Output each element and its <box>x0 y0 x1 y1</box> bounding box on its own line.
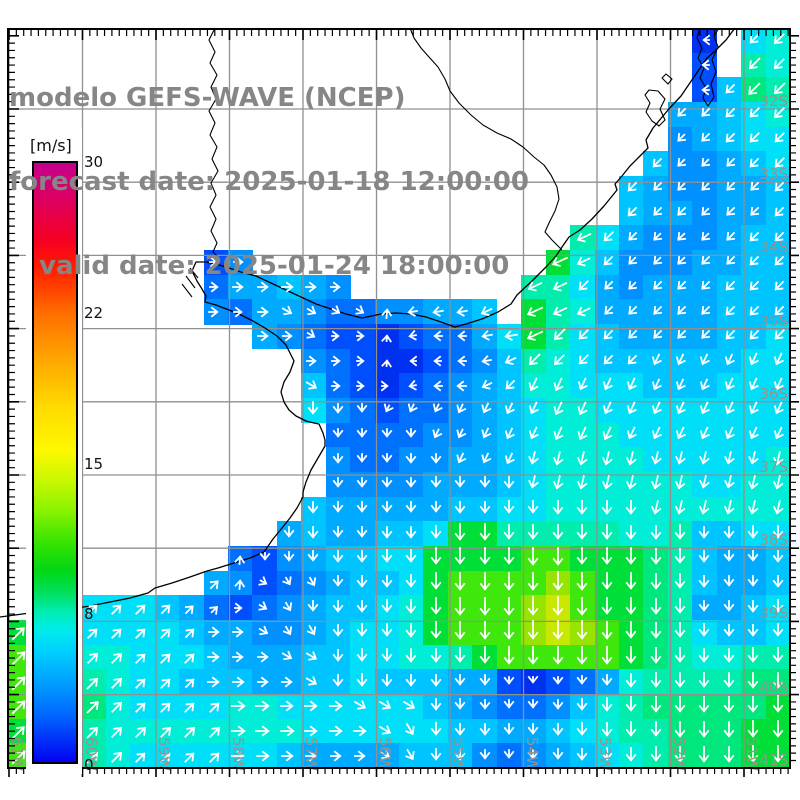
colorbar-tick-label: 22 <box>84 303 104 322</box>
colorbar-tick-label: 8 <box>84 605 94 624</box>
forecast-date: forecast date: 2025-01-18 12:00:00 <box>9 167 529 197</box>
title-block: modelo GEFS-WAVE (NCEP) forecast date: 2… <box>9 28 529 336</box>
map-frame <box>7 28 791 769</box>
colorbar-unit-label: [m/s] <box>30 136 72 155</box>
colorbar-tick-label: 15 <box>84 454 104 473</box>
colorbar <box>32 161 78 764</box>
valid-date: valid date: 2025-01-24 18:00:00 <box>39 251 510 281</box>
colorbar-tick-label: 0 <box>84 756 94 774</box>
model-title: modelo GEFS-WAVE (NCEP) <box>9 83 406 113</box>
colorbar-tick-label: 30 <box>84 153 104 171</box>
